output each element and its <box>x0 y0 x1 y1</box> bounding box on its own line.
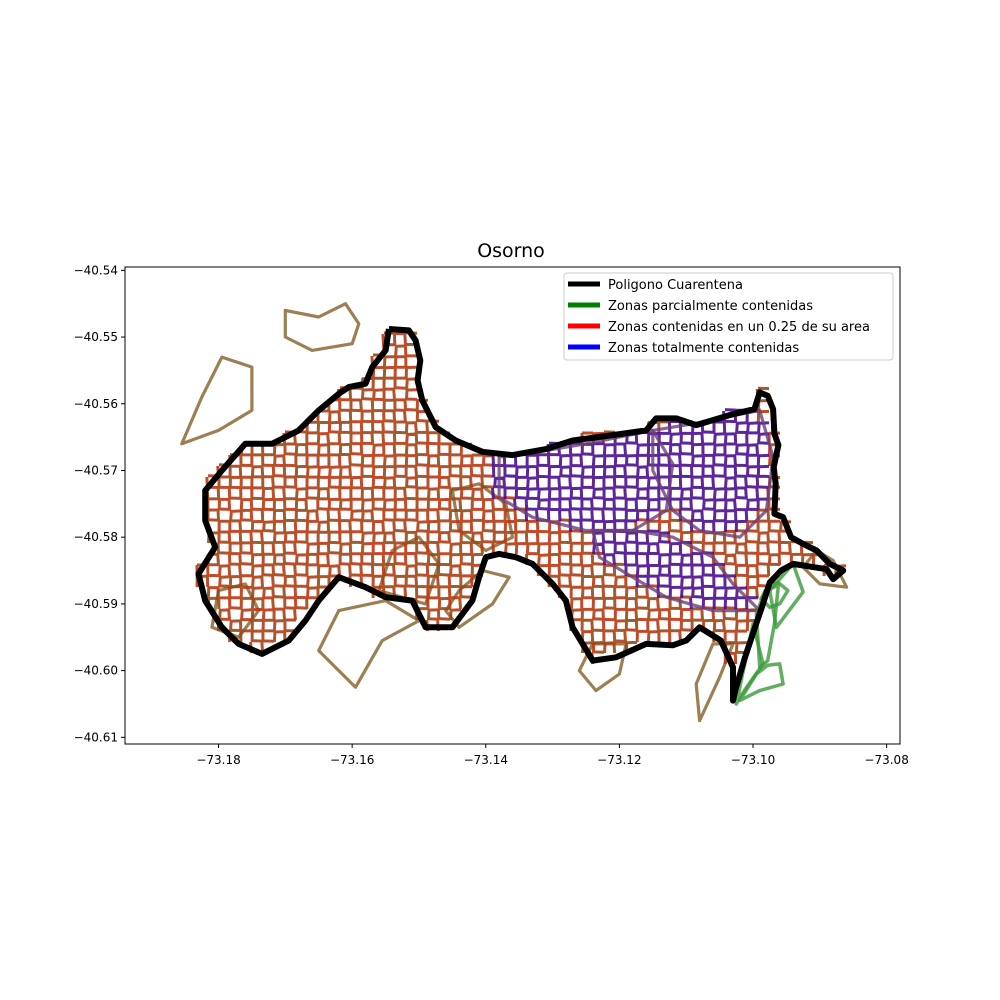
quarantine-polygon-layer <box>195 326 847 704</box>
quarter-zone-outline <box>180 355 254 446</box>
legend: Poligono Cuarentena Zonas parcialmente c… <box>563 272 894 361</box>
legend-label-quarter: Zonas contenidas en un 0.25 de su area <box>608 320 870 335</box>
y-tick-label: −40.56 <box>74 397 118 411</box>
y-tick-label: −40.55 <box>74 330 118 344</box>
quarter-zone-outline <box>317 599 421 689</box>
y-tick-label: −40.57 <box>74 463 118 477</box>
y-tick-label: −40.60 <box>74 664 118 678</box>
partial-zone-outline <box>767 562 805 630</box>
x-tick-label: −73.12 <box>597 753 641 767</box>
x-tick-label: −73.16 <box>330 753 374 767</box>
x-tick-label: −73.18 <box>196 753 240 767</box>
y-tick-label: −40.59 <box>74 597 118 611</box>
y-tick-label: −40.61 <box>74 730 118 744</box>
legend-label-full: Zonas totalmente contenidas <box>608 341 799 356</box>
legend-label-partial: Zonas parcialmente contenidas <box>608 299 813 314</box>
y-axis: −40.54 −40.55 −40.56 −40.57 −40.58 −40.59 −40.… <box>74 263 125 744</box>
chart-title: Osorno <box>477 240 545 262</box>
y-tick-label: −40.54 <box>74 263 118 277</box>
x-tick-label: −73.10 <box>731 753 775 767</box>
x-tick-label: −73.14 <box>464 753 508 767</box>
full-zone-outline <box>497 428 675 533</box>
x-tick-label: −73.08 <box>864 753 908 767</box>
legend-label-quarantine: Poligono Cuarentena <box>608 278 743 293</box>
plot-area <box>180 302 849 723</box>
x-axis: −73.18 −73.16 −73.14 −73.12 −73.10 −73.08 <box>196 744 909 767</box>
axes-frame <box>124 266 901 745</box>
y-tick-label: −40.58 <box>74 530 118 544</box>
quarter-zone-outline <box>283 302 361 352</box>
legend-box <box>563 272 894 361</box>
quarantine-polygon <box>195 326 847 704</box>
